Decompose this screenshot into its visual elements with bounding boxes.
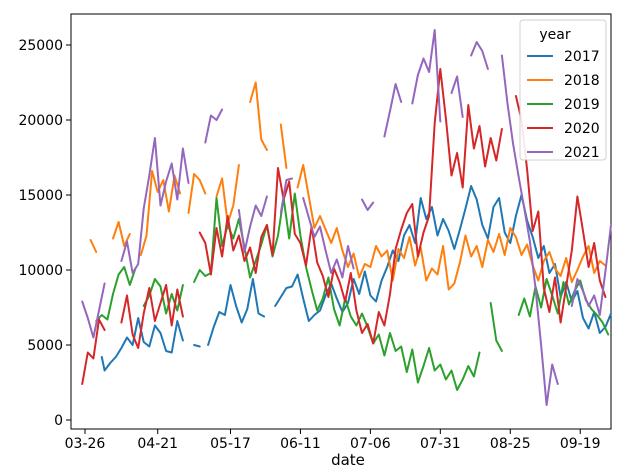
series-line-2019 (517, 278, 610, 336)
series-line-2020 (198, 68, 503, 345)
series-line-2020 (120, 284, 184, 349)
series-line-2019 (489, 302, 503, 352)
series-line-2021 (411, 29, 442, 123)
series-line-2017 (193, 344, 201, 348)
series-line-2019 (95, 266, 137, 322)
series-line-2021 (361, 198, 375, 211)
x-tick-label: 07-31 (420, 436, 461, 452)
x-tick-label: 04-21 (137, 436, 178, 452)
y-tick-label: 10000 (18, 263, 63, 279)
x-axis-ticks: 03-26 04-21 05-17 06-11 07-06 07-31 08-25 09-19 (65, 429, 601, 452)
series-line-2018 (112, 221, 131, 247)
series-line-2018 (215, 164, 240, 225)
x-tick-label: 07-06 (350, 436, 391, 452)
legend-label-2020: 2020 (564, 121, 600, 137)
x-tick-label: 05-17 (210, 436, 251, 452)
y-tick-label: 5000 (27, 338, 63, 354)
x-tick-label: 03-26 (65, 436, 106, 452)
series-line-2018 (249, 81, 268, 151)
legend-items: 2017 2018 2019 2020 2021 (527, 49, 600, 161)
legend-label-2019: 2019 (564, 97, 600, 113)
y-tick-label: 15000 (18, 188, 63, 204)
legend-label-2017: 2017 (564, 49, 600, 65)
x-tick-label: 08-25 (490, 436, 531, 452)
y-tick-label: 0 (54, 413, 63, 429)
series-line-2018 (296, 164, 607, 291)
series-line-2018 (187, 173, 207, 214)
series-line-2020 (514, 95, 607, 324)
series-line-2021 (237, 195, 268, 253)
legend-label-2018: 2018 (564, 73, 600, 89)
x-axis-title: date (331, 451, 365, 469)
series-line-2018 (89, 239, 98, 253)
x-tick-label: 06-11 (280, 436, 321, 452)
y-tick-label: 25000 (18, 38, 63, 54)
series-line-2021 (500, 54, 559, 406)
legend-label-2021: 2021 (564, 145, 600, 161)
series-line-2021 (570, 224, 612, 316)
series-line-2021 (279, 177, 293, 214)
series-line-2018 (279, 123, 288, 169)
y-axis-ticks: 0 5000 10000 15000 20000 25000 (18, 38, 71, 429)
legend-title: year (539, 27, 570, 43)
series-line-2021 (450, 75, 464, 118)
series-line-2021 (120, 137, 190, 274)
legend: year 2017 2018 2019 2020 2021 (519, 19, 607, 161)
series-line-2017 (207, 278, 266, 346)
series-line-2021 (204, 108, 224, 144)
series-line-2020 (81, 318, 106, 385)
series-line-2021 (81, 282, 106, 339)
series-lines (81, 29, 612, 406)
series-line-2021 (383, 83, 403, 138)
y-tick-label: 20000 (18, 113, 63, 129)
x-tick-label: 09-19 (560, 436, 601, 452)
series-line-2021 (470, 41, 489, 70)
series-line-2021 (302, 197, 355, 279)
